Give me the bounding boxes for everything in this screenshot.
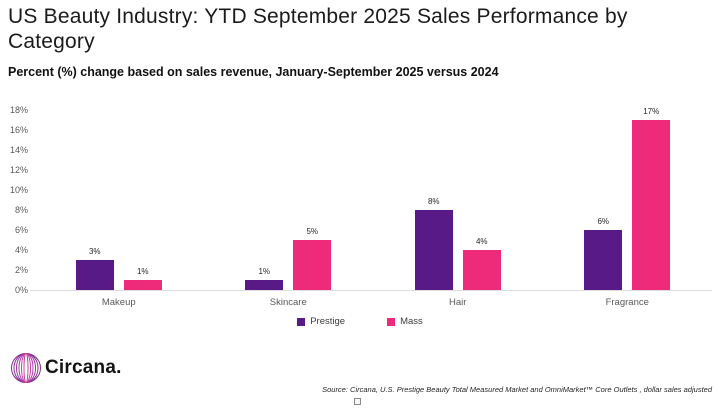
bar-mass-skincare — [293, 240, 332, 290]
category-label: Makeup — [101, 297, 136, 308]
bar-prestige-hair — [414, 210, 453, 290]
bar-value-label: 8% — [427, 197, 440, 206]
source-attribution: Source: Circana, U.S. Prestige Beauty To… — [322, 385, 712, 394]
circana-sphere-icon — [11, 353, 41, 383]
category-label: Hair — [449, 297, 467, 308]
legend-item-prestige: Prestige — [297, 316, 345, 327]
bar-value-label: 6% — [597, 217, 610, 226]
circana-logo: Circana. — [10, 352, 122, 384]
bar-prestige-fragrance — [584, 230, 623, 290]
y-axis-tick-label: 0% — [14, 285, 28, 295]
y-axis-tick-label: 6% — [14, 225, 28, 235]
y-axis-tick-label: 18% — [9, 105, 28, 115]
y-axis-tick-label: 16% — [9, 125, 28, 135]
bar-value-label: 3% — [88, 247, 101, 256]
y-axis-tick-label: 14% — [9, 145, 28, 155]
circana-wordmark: Circana. — [45, 357, 122, 378]
x-axis-line — [30, 290, 712, 291]
bar-mass-fragrance — [632, 120, 671, 290]
category-label: Fragrance — [605, 297, 649, 308]
bar-value-label: 1% — [258, 267, 271, 276]
legend-item-mass: Mass — [387, 316, 423, 327]
bar-mass-hair — [462, 250, 501, 290]
bar-mass-makeup — [123, 280, 162, 290]
prestige-swatch-icon — [297, 317, 306, 326]
bar-value-label: 1% — [136, 267, 149, 276]
placeholder-square-icon — [354, 398, 361, 405]
y-axis-tick-label: 10% — [9, 185, 28, 195]
logo-period: . — [116, 357, 122, 378]
bar-prestige-makeup — [75, 260, 114, 290]
chart-legend: Prestige Mass — [0, 316, 720, 327]
bar-value-label: 5% — [306, 227, 319, 236]
bar-value-label: 4% — [475, 237, 488, 246]
y-axis-tick-label: 2% — [14, 265, 28, 275]
y-axis-tick-label: 8% — [14, 205, 28, 215]
bar-value-label: 17% — [643, 107, 660, 116]
chart-subtitle: Percent (%) change based on sales revenu… — [8, 65, 499, 79]
y-axis-tick-label: 12% — [9, 165, 28, 175]
mass-swatch-icon — [387, 317, 396, 326]
page-title: US Beauty Industry: YTD September 2025 S… — [8, 5, 628, 54]
bar-chart: 0% 2% 4% 6% 8% 10% 12% 14% 16% 18% Makeup 3% 1% Skinc… — [0, 100, 720, 315]
legend-label-prestige: Prestige — [310, 316, 346, 327]
legend-label-mass: Mass — [400, 316, 423, 327]
category-label: Skincare — [269, 297, 307, 308]
y-axis-tick-label: 4% — [14, 245, 28, 255]
bar-prestige-skincare — [245, 280, 284, 290]
